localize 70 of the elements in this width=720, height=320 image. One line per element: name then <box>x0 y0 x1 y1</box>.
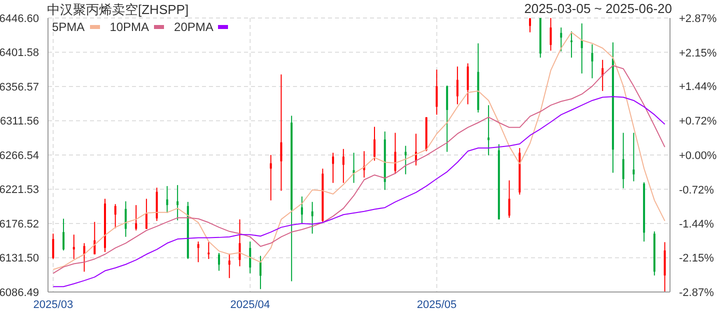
candlestick <box>560 27 562 52</box>
y-tick-label: 6311.56 <box>0 116 39 128</box>
candlestick <box>72 234 75 260</box>
candlestick <box>208 242 210 260</box>
candlestick <box>114 204 116 229</box>
y-tick-label: 6266.54 <box>0 150 39 162</box>
x-tick-label: 2025/03 <box>33 298 74 311</box>
line-series <box>52 96 666 288</box>
candlestick <box>580 22 583 74</box>
candlestick <box>404 145 407 175</box>
legend-label: 10PMA <box>110 20 150 34</box>
x-tick-label: 2025/04 <box>230 298 270 311</box>
line-series <box>52 65 666 274</box>
y2-tick-label: +1.44% <box>679 81 717 94</box>
y-tick-label: 6356.57 <box>0 81 39 94</box>
chart-title: 中汉聚丙烯卖空[ZHSPP] <box>47 1 189 19</box>
candlestick <box>466 62 469 105</box>
x-tick-label: 2025/05 <box>416 298 457 311</box>
candlestick <box>238 218 241 267</box>
candlestick <box>280 74 282 192</box>
y-tick-label: 6131.50 <box>0 252 39 265</box>
candlestick <box>602 59 604 92</box>
y-tick-label: 6086.49 <box>0 286 39 299</box>
candlestick <box>124 200 127 238</box>
candlestick <box>570 30 572 58</box>
candlestick <box>508 180 510 218</box>
legend-label: 5PMA <box>52 20 85 34</box>
candlestick <box>436 69 438 116</box>
candlestick <box>218 252 220 272</box>
candlestick <box>176 184 179 221</box>
y-tick-label: 6401.58 <box>0 47 39 60</box>
candlestick <box>622 132 624 189</box>
candlestick <box>135 204 138 231</box>
candlestick <box>52 233 54 260</box>
candlestick <box>456 66 458 105</box>
legend-label: 20PMA <box>174 20 214 34</box>
candlestick <box>228 253 230 279</box>
y2-tick-label: +2.87% <box>679 12 717 25</box>
candlestick <box>374 126 376 162</box>
candlestick <box>488 104 490 156</box>
y2-tick-label: +2.15% <box>679 47 717 60</box>
candlestick <box>342 148 344 184</box>
candlestick <box>632 132 635 182</box>
y2-tick-label: -2.15% <box>679 252 714 265</box>
candlestick <box>259 255 262 290</box>
candlestick <box>529 18 532 33</box>
candlestick <box>332 152 334 184</box>
candlestick <box>145 198 148 230</box>
candlestick <box>270 154 272 201</box>
candlestick <box>62 218 65 251</box>
y2-tick-label: -1.44% <box>679 218 714 231</box>
y2-tick-label: -0.72% <box>679 184 714 196</box>
candlestick <box>197 241 200 263</box>
candlestick <box>249 241 252 274</box>
y-tick-label: 6176.52 <box>0 218 39 230</box>
candlestick <box>83 242 86 272</box>
candlestick <box>591 44 594 79</box>
candlestick <box>166 186 168 214</box>
candlestick <box>94 221 96 255</box>
y2-tick-label: -2.87% <box>679 286 714 299</box>
y2-tick-label: +0.00% <box>679 150 717 162</box>
candlestick <box>311 201 314 234</box>
candlestick <box>300 196 303 224</box>
y-tick-label: 6446.60 <box>0 12 39 25</box>
candlestick <box>550 18 552 52</box>
candlestick <box>446 85 448 152</box>
y2-tick-label: +0.72% <box>679 116 717 128</box>
chart-subtitle: 2025-03-05 ~ 2025-06-20 <box>524 1 672 16</box>
candlestick <box>394 132 396 174</box>
y-tick-label: 6221.53 <box>0 184 39 196</box>
